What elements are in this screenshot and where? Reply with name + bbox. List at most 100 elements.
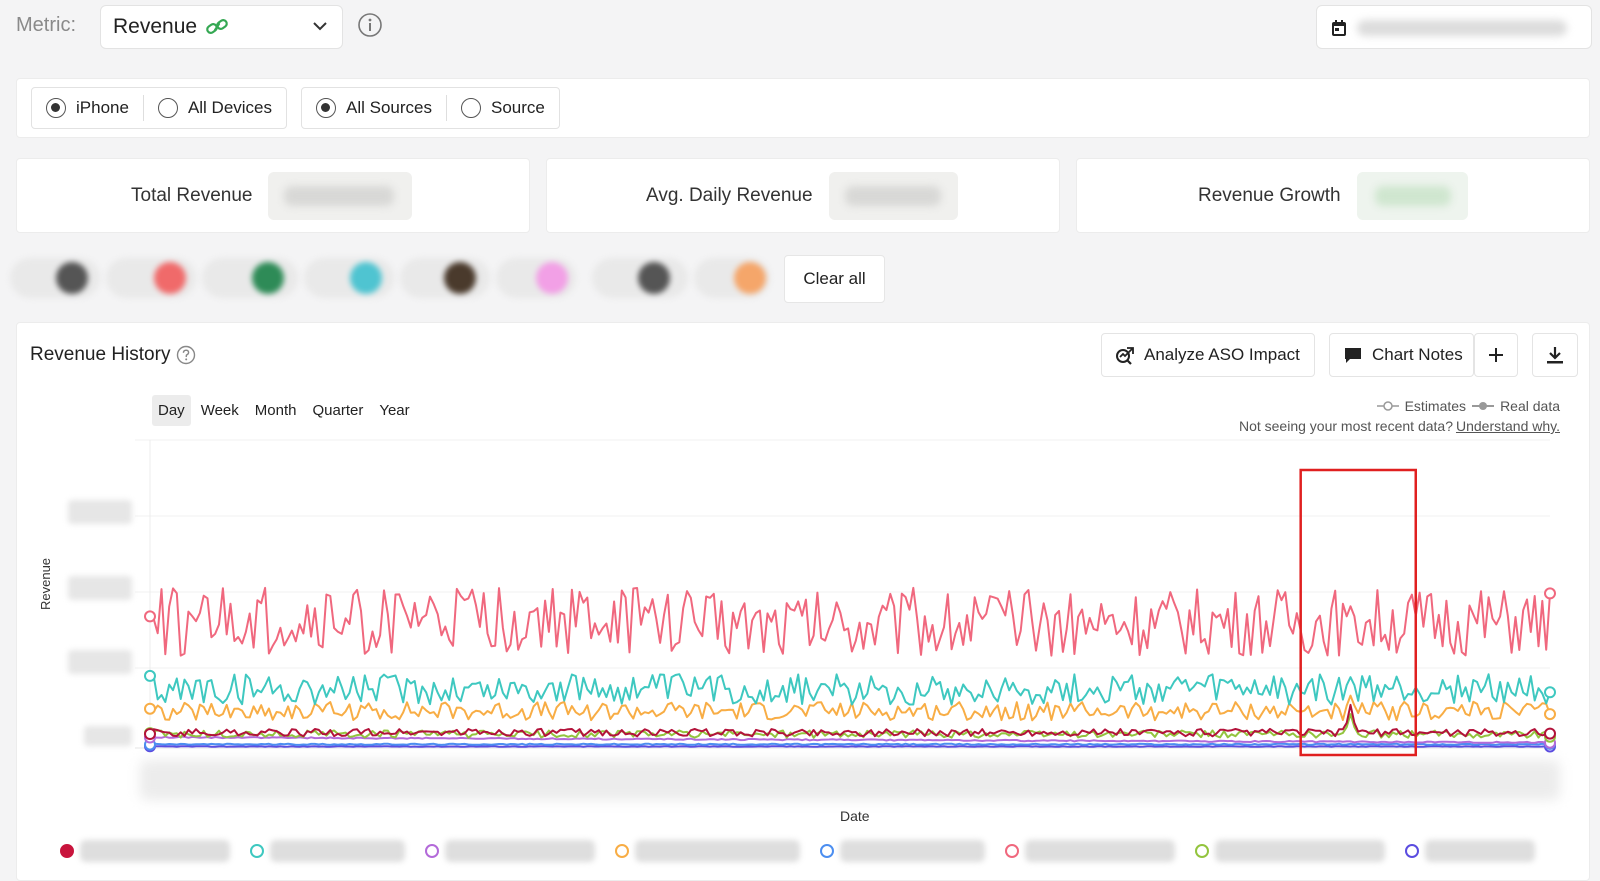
understand-why-link[interactable]: Understand why.	[1455, 418, 1560, 434]
series-line-8	[149, 745, 1551, 748]
app-chip[interactable]	[202, 258, 298, 298]
legend-label-blurred	[1215, 840, 1385, 862]
source-option-label: All Sources	[346, 98, 432, 117]
source-option-all[interactable]: All Sources	[302, 88, 446, 128]
date-range-picker[interactable]	[1316, 5, 1592, 49]
legend-label-blurred	[445, 840, 595, 862]
comment-icon	[1345, 348, 1361, 363]
tab-year[interactable]: Year	[379, 402, 410, 419]
chart-notes-button[interactable]: Chart Notes	[1329, 333, 1474, 377]
app-chip[interactable]	[106, 258, 196, 298]
app-chip[interactable]	[592, 258, 688, 298]
series-layer	[144, 586, 1556, 753]
estimates-key-icon	[1376, 401, 1399, 411]
stat-card-total-revenue: Total Revenue	[16, 158, 530, 233]
radio-selected	[46, 98, 66, 118]
app-chip[interactable]	[694, 258, 770, 298]
app-chip[interactable]	[400, 258, 490, 298]
radio-unselected	[460, 98, 481, 118]
x-axis-label: Date	[840, 808, 870, 824]
chart-title: Revenue History	[30, 344, 171, 365]
stat-value	[268, 171, 413, 220]
plus-icon	[1489, 348, 1503, 362]
series-line-6	[149, 735, 1551, 744]
analyze-aso-impact-button[interactable]: Analyze ASO Impact	[1101, 333, 1315, 377]
legend-item[interactable]	[60, 836, 230, 866]
estimates-key-label: Estimates	[1404, 398, 1467, 414]
source-option-label: Source	[490, 98, 545, 117]
date-range-value	[1357, 20, 1567, 36]
download-button[interactable]	[1532, 333, 1578, 377]
stat-card-avg-daily-revenue: Avg. Daily Revenue	[546, 158, 1060, 233]
divider	[445, 95, 447, 121]
legend-item[interactable]	[1405, 836, 1535, 866]
legend-item[interactable]	[425, 836, 595, 866]
chart-notes-label: Chart Notes	[1372, 345, 1463, 364]
granularity-tabs: Day Week Month Quarter Year	[152, 395, 420, 426]
app-chip[interactable]	[304, 258, 394, 298]
series-line-3	[149, 694, 1551, 722]
series-end-marker[interactable]	[1544, 727, 1556, 740]
tab-month[interactable]: Month	[254, 402, 297, 419]
recent-data-note: Not seeing your most recent data? Underst…	[1239, 418, 1560, 434]
device-option-label: iPhone	[76, 98, 129, 117]
series-line-2	[149, 673, 1551, 706]
recent-note-text: Not seeing your most recent data?	[1238, 418, 1453, 434]
series-end-marker[interactable]	[1544, 708, 1556, 721]
help-icon[interactable]	[176, 345, 196, 365]
legend-item[interactable]	[615, 836, 800, 866]
stat-label: Revenue Growth	[1198, 184, 1341, 206]
series-line-5	[149, 713, 1551, 739]
download-icon	[1547, 347, 1563, 364]
source-selector: All Sources Source	[301, 87, 560, 129]
chevron-down-icon	[313, 22, 327, 31]
stat-value	[828, 171, 958, 220]
legend-item[interactable]	[1005, 836, 1175, 866]
calendar-icon	[1332, 20, 1346, 36]
device-option-label: All Devices	[187, 98, 273, 117]
legend-marker	[60, 844, 74, 858]
metric-label: Metric:	[16, 14, 76, 36]
legend-label-blurred	[80, 840, 230, 862]
tab-day[interactable]: Day	[152, 395, 191, 426]
legend-item[interactable]	[250, 836, 405, 866]
series-start-marker[interactable]	[144, 669, 156, 682]
legend-marker	[1195, 844, 1209, 858]
series-start-marker[interactable]	[144, 610, 156, 623]
real-data-key-label: Real data	[1500, 398, 1560, 414]
legend-item[interactable]	[820, 836, 985, 866]
stat-value	[1356, 171, 1468, 220]
info-icon[interactable]	[357, 12, 383, 38]
source-option-source[interactable]: Source	[447, 88, 559, 128]
real-data-key-icon	[1472, 402, 1495, 410]
legend-marker	[1405, 844, 1419, 858]
tab-week[interactable]: Week	[200, 402, 239, 419]
tab-quarter[interactable]: Quarter	[312, 402, 364, 419]
analyze-icon	[1116, 347, 1134, 365]
x-tick-labels-blurred	[140, 760, 1560, 800]
device-option-all[interactable]: All Devices	[144, 88, 286, 128]
legend-marker	[425, 844, 439, 858]
series-end-marker[interactable]	[1544, 587, 1556, 600]
series-start-marker[interactable]	[144, 728, 156, 740]
series-line-1	[149, 586, 1551, 657]
add-note-button[interactable]	[1474, 333, 1518, 377]
legend-item[interactable]	[1195, 836, 1385, 866]
series-end-marker[interactable]	[1544, 686, 1556, 699]
stat-label: Total Revenue	[131, 184, 253, 206]
app-chip[interactable]	[496, 258, 576, 298]
app-chip[interactable]	[10, 258, 100, 298]
legend-marker	[1005, 844, 1019, 858]
chart-title-wrap: Revenue History	[30, 344, 196, 366]
device-option-iphone[interactable]: iPhone	[32, 88, 143, 128]
legend-label-blurred	[1025, 840, 1175, 862]
metric-dropdown[interactable]: Revenue	[100, 5, 343, 49]
legend-marker	[615, 844, 629, 858]
series-start-marker[interactable]	[144, 702, 156, 715]
legend-label-blurred	[635, 840, 800, 862]
series-legend	[60, 836, 1580, 866]
divider	[142, 95, 144, 121]
clear-all-button[interactable]: Clear all	[784, 255, 885, 303]
compared-apps-strip	[10, 254, 770, 302]
